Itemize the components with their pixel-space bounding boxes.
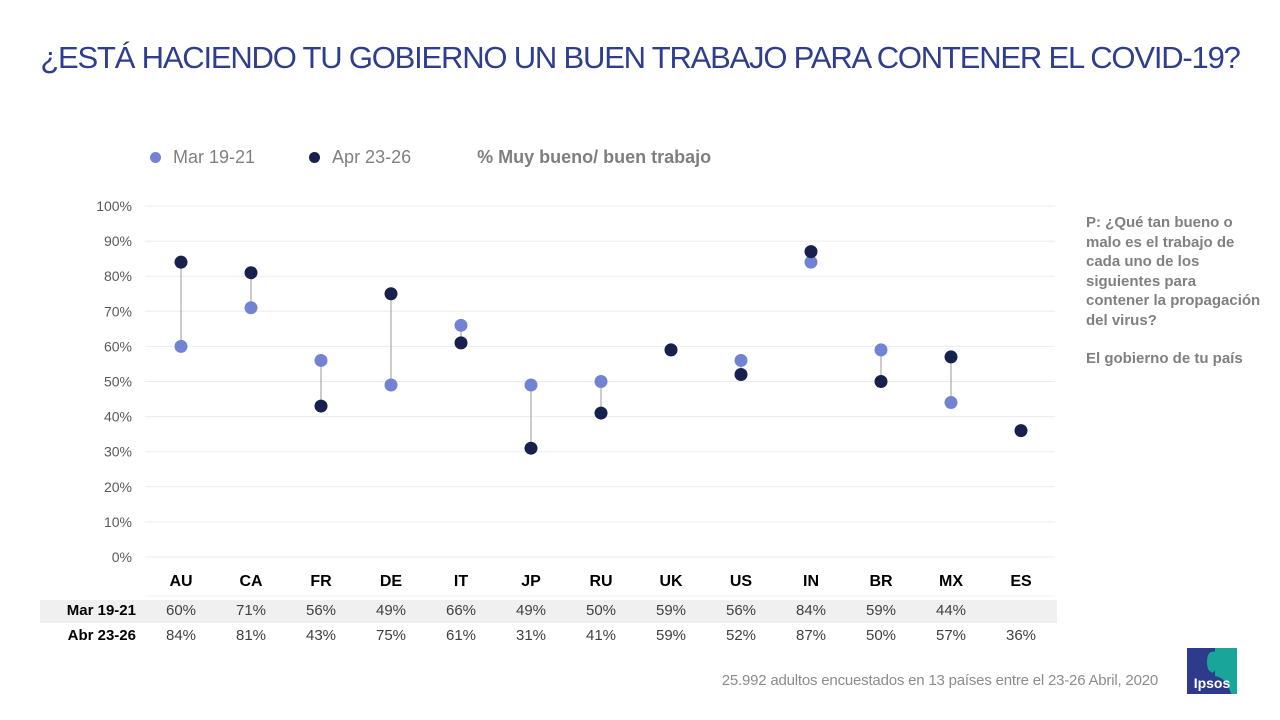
legend-dot-apr: [309, 151, 321, 163]
point-apr: [1014, 424, 1028, 438]
point-mar: [174, 339, 188, 353]
legend-label-mar: Mar 19-21: [173, 146, 256, 167]
point-mar: [524, 378, 538, 392]
point-apr: [874, 375, 888, 388]
y-tick-label: 90%: [104, 233, 132, 249]
table-cell: 44%: [935, 602, 967, 619]
x-tick-label: JP: [521, 573, 541, 590]
point-apr: [594, 406, 608, 420]
table-cell: 49%: [515, 602, 547, 619]
point-apr: [664, 343, 678, 357]
y-tick-label: 30%: [104, 444, 132, 460]
table-cell: 66%: [445, 602, 477, 619]
table-cell: 59%: [655, 627, 687, 644]
point-mar: [804, 255, 818, 269]
point-apr: [454, 336, 468, 350]
table-cell: 43%: [305, 627, 337, 644]
x-tick-label: FR: [310, 573, 332, 590]
table-cell: 71%: [235, 602, 267, 619]
x-tick-label: IT: [454, 573, 468, 590]
table-cell: 87%: [795, 627, 827, 644]
point-apr: [734, 367, 748, 381]
table-cell: 31%: [515, 627, 547, 644]
point-apr: [244, 266, 258, 280]
table-row-label: Mar 19-21: [66, 602, 136, 619]
x-tick-label: MX: [939, 573, 963, 590]
x-tick-label: ES: [1010, 573, 1032, 590]
point-apr: [174, 255, 188, 269]
question-note: P: ¿Qué tan bueno o malo es el trabajo d…: [1086, 213, 1261, 388]
legend-label-apr: Apr 23-26: [332, 146, 412, 167]
table-cell: 41%: [585, 627, 617, 644]
y-tick-label: 20%: [104, 479, 132, 495]
table-cell: 60%: [165, 602, 197, 619]
table-cell: 61%: [445, 627, 477, 644]
table-cell: 36%: [1005, 627, 1037, 644]
point-mar: [594, 375, 608, 388]
y-tick-label: 40%: [104, 409, 132, 425]
point-apr: [384, 287, 398, 301]
x-tick-label: IN: [803, 573, 819, 590]
point-mar: [314, 353, 328, 367]
y-tick-label: 50%: [104, 374, 132, 390]
table-cell: 59%: [655, 602, 687, 619]
point-apr: [524, 441, 538, 455]
ipsos-logo-icon: Ipsos: [1187, 648, 1237, 694]
point-mar: [944, 396, 958, 410]
x-tick-label: BR: [869, 573, 893, 590]
table-cell: 59%: [865, 602, 897, 619]
point-apr: [944, 350, 958, 364]
legend-item-mar: Mar 19-21: [150, 147, 255, 168]
x-tick-label: UK: [659, 573, 683, 590]
table-cell: 84%: [795, 602, 827, 619]
point-apr: [314, 399, 328, 413]
question-subject: El gobierno de tu país: [1086, 350, 1243, 367]
table-cell: 50%: [865, 627, 897, 644]
point-mar: [454, 318, 468, 332]
y-tick-label: 0%: [112, 549, 132, 565]
table-cell: 81%: [235, 627, 267, 644]
table-cell: 52%: [725, 627, 757, 644]
question-text: P: ¿Qué tan bueno o malo es el trabajo d…: [1086, 214, 1261, 329]
x-tick-label: CA: [239, 573, 263, 590]
footnote: 25.992 adultos encuestados en 13 países …: [721, 672, 1158, 689]
table-cell: 49%: [375, 602, 407, 619]
table-row-label: Abr 23-26: [67, 627, 136, 644]
y-tick-label: 10%: [104, 514, 132, 530]
y-tick-label: 60%: [104, 338, 132, 354]
legend-dot-mar: [150, 151, 161, 163]
x-tick-label: AU: [169, 573, 192, 590]
y-tick-label: 100%: [96, 198, 132, 214]
point-mar: [734, 353, 748, 367]
point-mar: [244, 301, 258, 315]
page-title: ¿ESTÁ HACIENDO TU GOBIERNO UN BUEN TRABA…: [40, 40, 1241, 75]
y-tick-label: 80%: [104, 268, 132, 284]
table-cell: 56%: [725, 602, 757, 619]
point-mar: [874, 343, 888, 357]
logo-text: Ipsos: [1194, 675, 1231, 691]
x-tick-label: RU: [589, 573, 612, 590]
y-tick-label: 70%: [104, 303, 132, 319]
chart-legend: Mar 19-21 Apr 23-26 % Muy bueno/ buen tr…: [150, 146, 711, 168]
point-mar: [384, 378, 398, 392]
table-cell: 57%: [935, 627, 967, 644]
x-tick-label: DE: [380, 573, 403, 590]
measure-label: % Muy bueno/ buen trabajo: [477, 146, 712, 167]
table-cell: 75%: [375, 627, 407, 644]
table-cell: 84%: [165, 627, 197, 644]
legend-item-apr: Apr 23-26: [309, 147, 411, 168]
table-cell: 50%: [585, 602, 617, 619]
x-tick-label: US: [730, 573, 753, 590]
point-apr: [804, 245, 818, 259]
table-cell: 56%: [305, 602, 337, 619]
table-row-band: [40, 600, 1057, 623]
